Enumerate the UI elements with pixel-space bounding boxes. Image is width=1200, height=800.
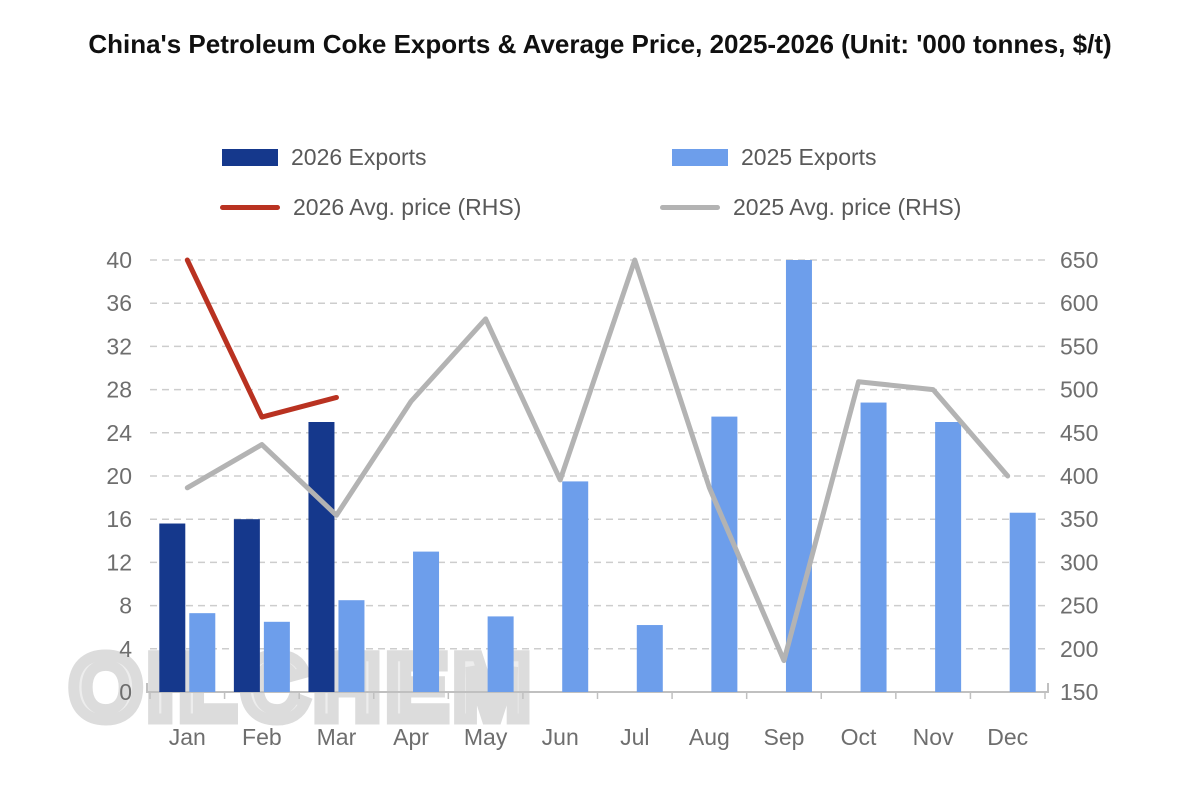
x-axis-label: Apr [393, 724, 429, 750]
bar-2025-exports [338, 600, 365, 692]
bar-2025-exports [562, 481, 589, 692]
y-axis-label-left: 12 [106, 549, 132, 575]
y-axis-label-left: 20 [106, 463, 132, 489]
x-axis-label: Dec [987, 724, 1028, 750]
oilchem-watermark: OILCHEM [64, 632, 537, 745]
x-axis-label: Feb [242, 724, 282, 750]
y-axis-label-left: 8 [119, 593, 132, 619]
legend-swatch-2026-exports [222, 149, 278, 166]
y-axis-label-right: 200 [1060, 636, 1098, 662]
price-line-2025 [184, 257, 1011, 664]
bar-2025-exports [1009, 512, 1036, 692]
legend-label-2025-exports: 2025 Exports [741, 144, 877, 170]
y-axis-label-right: 300 [1060, 549, 1098, 575]
legend-item-2025-price: 2025 Avg. price (RHS) [660, 194, 961, 221]
price-line-2026 [184, 257, 339, 420]
y-axis-label-right: 150 [1060, 679, 1098, 705]
x-axis-label: Jun [542, 724, 579, 750]
bar-2025-exports [935, 422, 962, 692]
y-axis-label-left: 24 [106, 420, 132, 446]
bar-2025-exports [711, 416, 738, 692]
y-axis-label-left: 40 [106, 247, 132, 273]
bar-2025-exports [263, 621, 290, 692]
y-axis-label-right: 650 [1060, 247, 1098, 273]
y-axis-label-left: 36 [106, 290, 132, 316]
x-axis-label: Nov [913, 724, 954, 750]
x-axis-label: Aug [689, 724, 730, 750]
bar-2025-exports [189, 613, 216, 692]
y-axis-label-left: 4 [119, 636, 132, 662]
bar-2026-exports [233, 519, 260, 692]
bar-2025-exports [785, 260, 812, 692]
y-axis-label-right: 450 [1060, 420, 1098, 446]
x-axis-label: Sep [763, 724, 804, 750]
x-axis-label: May [464, 724, 508, 750]
chart-title: China's Petroleum Coke Exports & Average… [88, 29, 1112, 59]
y-axis-label-left: 32 [106, 333, 132, 359]
y-axis-label-left: 0 [119, 679, 132, 705]
bar-2025-exports [636, 625, 663, 692]
y-axis-label-left: 16 [106, 506, 132, 532]
legend-item-2026-price: 2026 Avg. price (RHS) [220, 194, 521, 221]
y-axis-label-right: 250 [1060, 593, 1098, 619]
legend-item-2026-exports: 2026 Exports [222, 144, 427, 171]
legend-item-2025-exports: 2025 Exports [672, 144, 877, 171]
legend-swatch-2025-price-line [660, 205, 720, 210]
y-axis-label-left: 28 [106, 377, 132, 403]
y-axis-label-right: 350 [1060, 506, 1098, 532]
legend-label-2026-exports: 2026 Exports [291, 144, 427, 170]
bar-2025-exports [860, 402, 887, 692]
legend-swatch-2026-price-line [220, 205, 280, 210]
bar-2025-exports [487, 616, 514, 692]
legend-label-2025-price: 2025 Avg. price (RHS) [733, 194, 962, 220]
y-axis-label-right: 550 [1060, 333, 1098, 359]
x-axis-label: Jul [620, 724, 649, 750]
legend-label-2026-price: 2026 Avg. price (RHS) [293, 194, 522, 220]
bar-2026-exports [308, 422, 335, 692]
x-axis-label: Jan [169, 724, 206, 750]
x-axis-label: Oct [841, 724, 877, 750]
y-axis-label-right: 500 [1060, 377, 1098, 403]
bar-2026-exports [159, 523, 186, 692]
x-axis-label: Mar [317, 724, 357, 750]
bar-2025-exports [413, 551, 440, 692]
legend-swatch-2025-exports [672, 149, 728, 166]
y-axis-label-right: 400 [1060, 463, 1098, 489]
y-axis-label-right: 600 [1060, 290, 1098, 316]
